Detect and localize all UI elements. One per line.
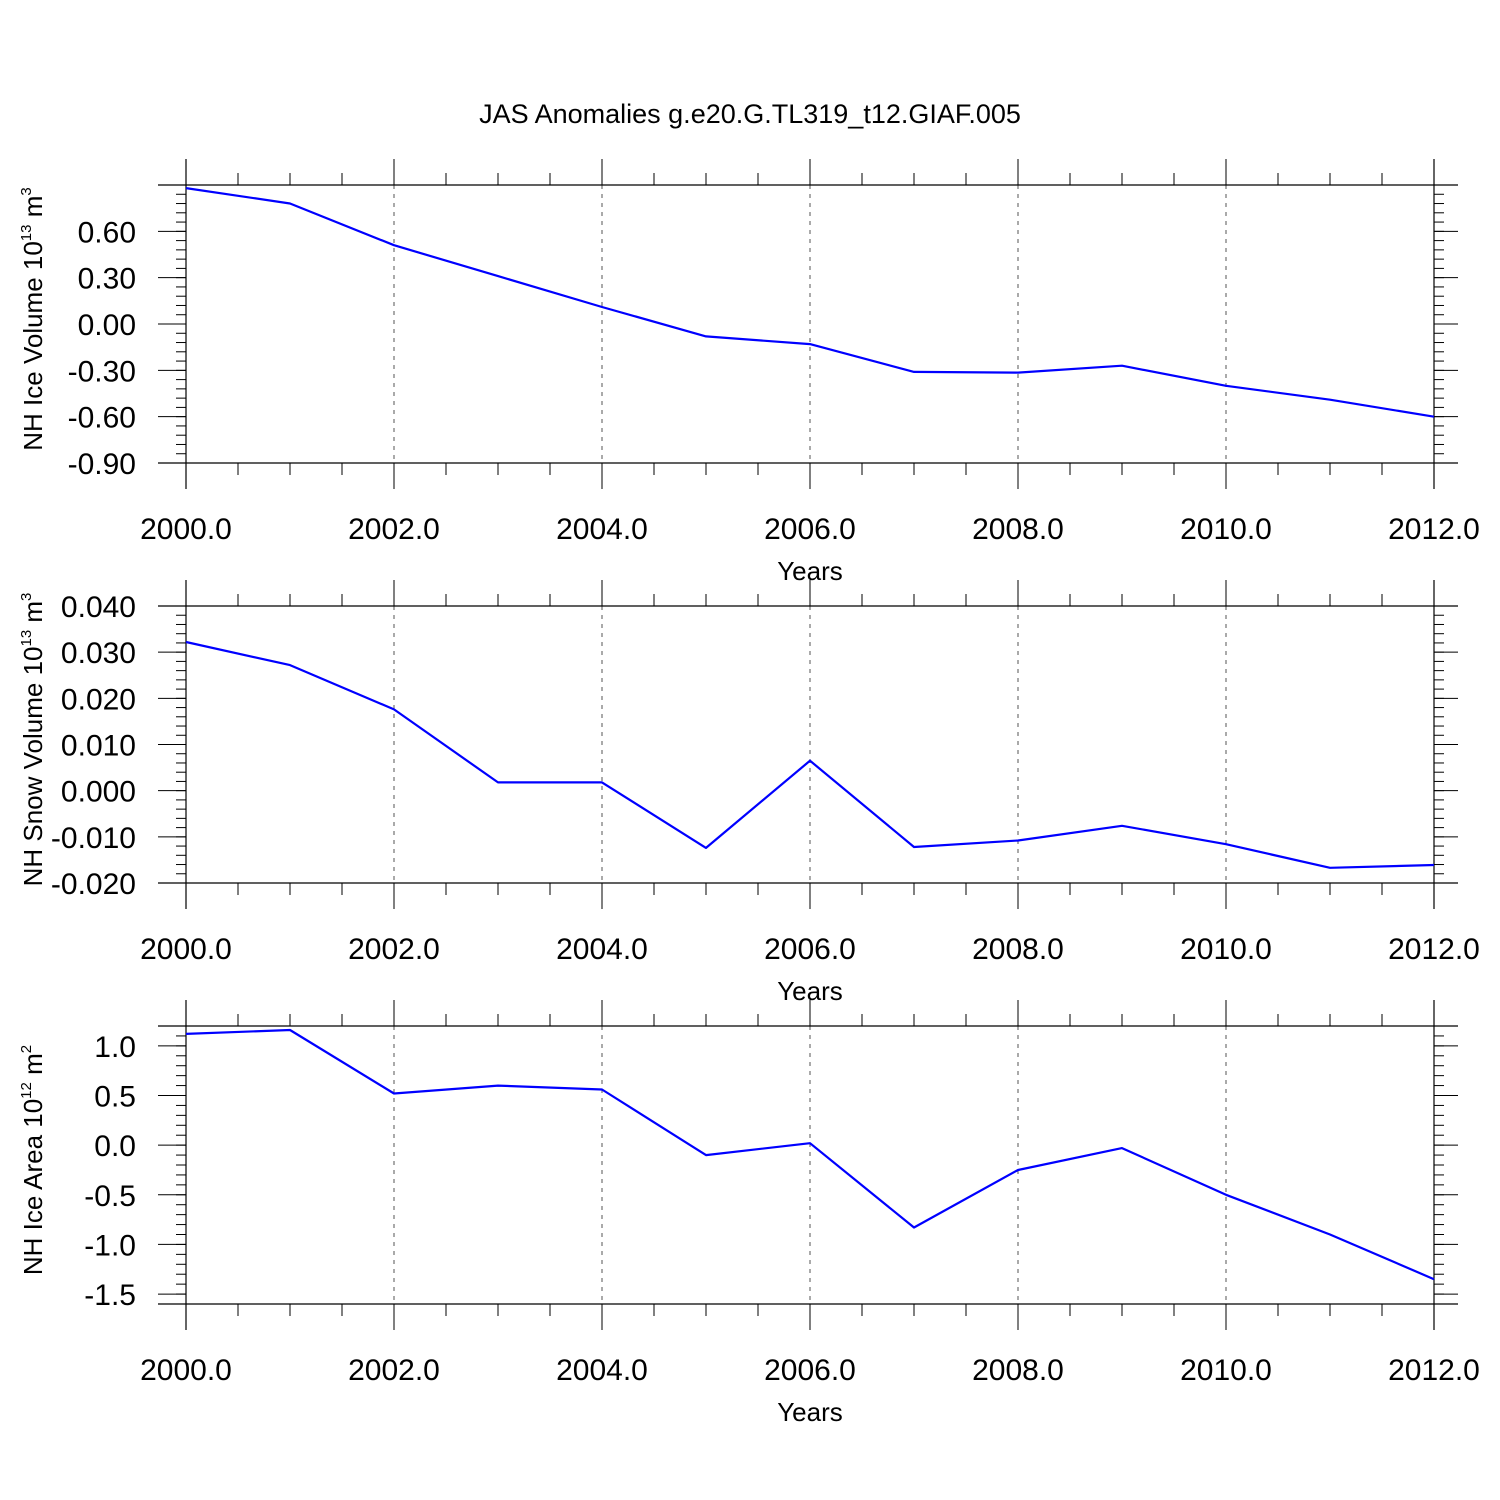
y-tick-label: 0.60: [78, 216, 136, 249]
y-tick-label: 0.000: [61, 776, 136, 809]
x-tick-label: 2002.0: [348, 933, 440, 966]
y-tick-label: -0.010: [51, 822, 136, 855]
series-line: [185, 187, 1435, 418]
chart-panel-ice-volume: -0.90 -0.60 -0.30 0.00 0.30 0.60 2000.0 2002.0 2…: [18, 159, 1480, 586]
y-tick-label: -1.0: [84, 1229, 136, 1262]
x-tick-label: 2008.0: [972, 933, 1064, 966]
x-tick-label: 2000.0: [140, 933, 232, 966]
y-tick-label: 1.0: [94, 1031, 136, 1064]
y-axis-label-text: NH Ice Volume 10: [18, 241, 48, 451]
x-axis-label: Years: [777, 1397, 843, 1427]
chart-panel-snow-volume: -0.020 -0.010 0.000 0.010 0.020 0.030 0.040 200…: [18, 580, 1480, 1006]
figure-title: JAS Anomalies g.e20.G.TL319_t12.GIAF.005: [479, 99, 1021, 129]
y-axis-label-unit: m: [18, 196, 48, 225]
y-tick-label: 0.30: [78, 263, 136, 296]
y-tick-label: -0.020: [51, 868, 136, 901]
y-axis-label-unit-exponent: 3: [18, 187, 35, 195]
y-axis-label-unit: m: [18, 601, 48, 630]
y-axis-label-unit: m: [18, 1053, 48, 1082]
y-tick-label: -0.90: [68, 448, 136, 481]
y-tick-label: -1.5: [84, 1279, 136, 1312]
x-tick-label: 2002.0: [348, 1354, 440, 1387]
x-tick-label: 2010.0: [1180, 1354, 1272, 1387]
series-line: [185, 640, 1435, 869]
y-axis-label-unit-exponent: 2: [18, 1045, 35, 1053]
y-axis-label-text: NH Snow Volume 10: [18, 647, 48, 887]
x-tick-label: 2012.0: [1388, 513, 1480, 546]
x-tick-label: 2006.0: [764, 933, 856, 966]
y-tick-label: -0.30: [68, 355, 136, 388]
y-tick-label: 0.020: [61, 683, 136, 716]
y-tick-label: 0.040: [61, 591, 136, 624]
x-tick-label: 2008.0: [972, 513, 1064, 546]
x-tick-label: 2012.0: [1388, 933, 1480, 966]
x-tick-label: 2004.0: [556, 513, 648, 546]
x-tick-label: 2006.0: [764, 1354, 856, 1387]
y-axis-label-text: NH Ice Area 10: [18, 1099, 48, 1275]
x-tick-label: 2004.0: [556, 1354, 648, 1387]
y-axis-label-exponent: 12: [18, 1082, 35, 1099]
x-tick-label: 2002.0: [348, 513, 440, 546]
series-line: [185, 1028, 1435, 1281]
x-tick-label: 2004.0: [556, 933, 648, 966]
y-tick-label: 0.030: [61, 637, 136, 670]
y-tick-label: 0.010: [61, 730, 136, 763]
chart-panel-ice-area: -1.5 -1.0 -0.5 0.0 0.5 1.0 2000.0 2002.0 2004.0 2…: [18, 1000, 1480, 1427]
x-tick-label: 2010.0: [1180, 513, 1272, 546]
y-axis-label: NH Snow Volume 1013 m3: [18, 593, 48, 887]
x-tick-label: 2008.0: [972, 1354, 1064, 1387]
y-tick-label: 0.00: [78, 309, 136, 342]
y-axis-label-unit-exponent: 3: [18, 593, 35, 601]
y-tick-label: 0.5: [94, 1081, 136, 1114]
y-tick-label: -0.60: [68, 402, 136, 435]
y-axis-label-exponent: 13: [18, 630, 35, 647]
x-tick-label: 2000.0: [140, 513, 232, 546]
x-tick-label: 2006.0: [764, 513, 856, 546]
y-tick-label: -0.5: [84, 1180, 136, 1213]
x-tick-label: 2012.0: [1388, 1354, 1480, 1387]
y-axis-label: NH Ice Volume 1013 m3: [18, 187, 48, 450]
y-tick-label: 0.0: [94, 1130, 136, 1163]
x-tick-label: 2010.0: [1180, 933, 1272, 966]
x-tick-label: 2000.0: [140, 1354, 232, 1387]
y-axis-label: NH Ice Area 1012 m2: [18, 1045, 48, 1275]
chart-panels: -0.90 -0.60 -0.30 0.00 0.30 0.60 2000.0 2002.0 2…: [18, 159, 1480, 1427]
y-axis-label-exponent: 13: [18, 224, 35, 241]
